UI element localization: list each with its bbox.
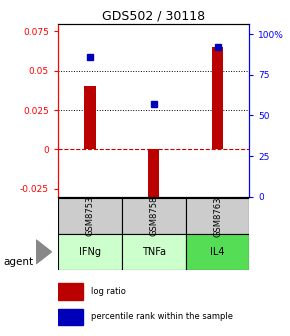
FancyBboxPatch shape <box>186 235 249 270</box>
Text: GSM8753: GSM8753 <box>85 196 95 237</box>
Text: TNFa: TNFa <box>142 247 166 257</box>
FancyBboxPatch shape <box>58 198 122 235</box>
FancyBboxPatch shape <box>122 235 186 270</box>
FancyBboxPatch shape <box>186 198 249 235</box>
Bar <box>148 150 160 200</box>
Bar <box>58 284 83 300</box>
Text: agent: agent <box>3 257 33 267</box>
FancyBboxPatch shape <box>122 198 186 235</box>
Polygon shape <box>36 240 51 264</box>
Text: IFNg: IFNg <box>79 247 101 257</box>
Bar <box>84 86 96 150</box>
FancyBboxPatch shape <box>58 235 122 270</box>
Bar <box>212 47 223 150</box>
Bar <box>58 308 83 325</box>
Text: GSM8758: GSM8758 <box>149 196 158 237</box>
Title: GDS502 / 30118: GDS502 / 30118 <box>102 9 205 23</box>
Text: IL4: IL4 <box>210 247 225 257</box>
Text: log ratio: log ratio <box>90 287 125 296</box>
Text: percentile rank within the sample: percentile rank within the sample <box>90 312 233 322</box>
Text: GSM8763: GSM8763 <box>213 196 222 237</box>
